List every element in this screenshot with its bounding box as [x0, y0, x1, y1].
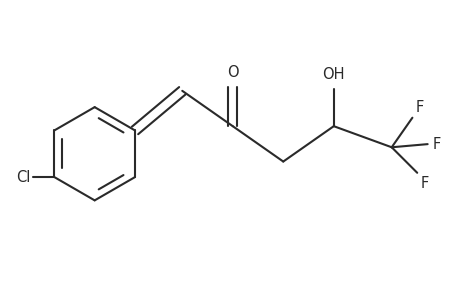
Text: F: F	[431, 136, 439, 152]
Text: F: F	[414, 100, 423, 115]
Text: Cl: Cl	[16, 169, 30, 184]
Text: OH: OH	[322, 67, 344, 82]
Text: F: F	[420, 176, 427, 191]
Text: O: O	[226, 65, 238, 80]
